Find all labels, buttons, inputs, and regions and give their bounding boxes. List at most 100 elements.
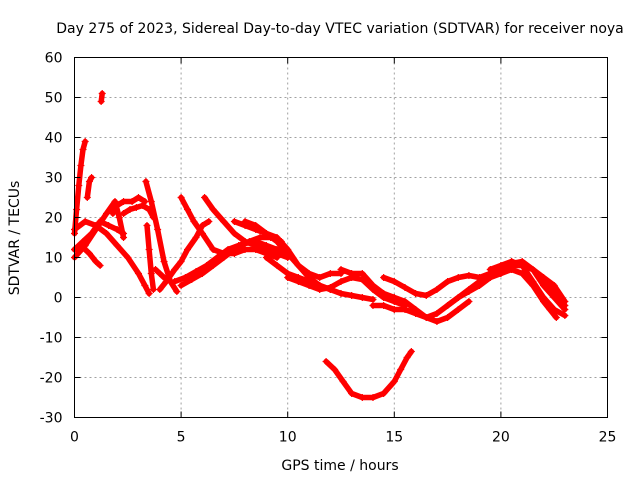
series-trail <box>110 194 148 217</box>
data-point <box>220 218 228 225</box>
plot-frame <box>74 57 608 418</box>
data-point <box>209 246 217 253</box>
series-trail <box>120 202 157 221</box>
data-point <box>369 282 377 289</box>
data-series <box>120 202 157 221</box>
ticks: 0 5 10 15 20 25 60 50 40 30 20 10 0 -10 -20 -30 <box>40 51 617 446</box>
y-tick-label: 50 <box>45 91 63 107</box>
data-point <box>454 306 462 313</box>
data-point <box>486 274 494 281</box>
data-point <box>305 282 313 289</box>
data-point <box>380 290 388 297</box>
data-point <box>401 306 409 313</box>
data-point <box>465 272 473 279</box>
data-point <box>273 262 281 269</box>
y-tick-label: 0 <box>54 291 63 307</box>
data-point <box>192 234 200 241</box>
data-point <box>433 310 441 317</box>
data-point <box>380 274 388 281</box>
data-point <box>331 366 339 373</box>
data-point <box>433 286 441 293</box>
data-point <box>183 246 191 253</box>
data-point <box>120 230 128 237</box>
data-point <box>529 282 537 289</box>
data-point <box>96 218 104 225</box>
data-point <box>380 390 388 397</box>
data-point <box>92 258 100 265</box>
data-point <box>252 238 260 245</box>
data-point <box>550 282 558 289</box>
data-series <box>337 266 473 325</box>
data-point <box>126 206 134 213</box>
data-point <box>412 290 420 297</box>
data-point <box>390 378 398 385</box>
data-point <box>162 278 170 285</box>
data-point <box>497 266 505 273</box>
data-point <box>407 348 415 355</box>
data-point <box>294 262 302 269</box>
data-point <box>177 282 185 289</box>
data-point <box>183 206 191 213</box>
data-point <box>96 262 104 269</box>
data-point <box>401 298 409 305</box>
data-point <box>141 282 149 289</box>
x-tick-label: 20 <box>492 430 510 446</box>
y-tick-label: 10 <box>45 251 63 267</box>
data-point <box>550 294 558 301</box>
data-point <box>120 198 128 205</box>
data-point <box>145 246 153 253</box>
data-point <box>339 378 347 385</box>
data-point <box>358 294 366 301</box>
data-point <box>256 234 264 241</box>
data-point <box>561 306 569 313</box>
data-point <box>241 246 249 253</box>
data-point <box>115 214 123 221</box>
data-point <box>476 274 484 281</box>
x-tick-label: 25 <box>599 430 617 446</box>
data-point <box>397 366 405 373</box>
y-tick-label: -20 <box>40 371 63 387</box>
data-point <box>465 298 473 305</box>
y-tick-label: 30 <box>45 171 63 187</box>
data-point <box>198 270 206 277</box>
data-point <box>262 254 270 261</box>
data-point <box>145 290 153 297</box>
data-point <box>88 174 96 181</box>
data-point <box>85 250 93 257</box>
data-point <box>220 254 228 261</box>
data-point <box>273 246 281 253</box>
data-point <box>390 278 398 285</box>
data-point <box>540 282 548 289</box>
data-point <box>444 278 452 285</box>
data-point <box>81 218 89 225</box>
data-point <box>192 268 200 275</box>
data-point <box>348 270 356 277</box>
data-point <box>369 302 377 309</box>
data-point <box>77 162 85 169</box>
data-point <box>454 294 462 301</box>
series-trail <box>487 258 568 319</box>
data-point <box>181 274 189 281</box>
data-point <box>518 270 526 277</box>
data-point <box>113 242 121 249</box>
data-point <box>369 394 377 401</box>
data-point <box>177 194 185 201</box>
data-series <box>71 218 128 253</box>
chart-title: Day 275 of 2023, Sidereal Day-to-day VTE… <box>56 21 624 37</box>
data-series <box>71 138 89 237</box>
data-series <box>241 218 345 281</box>
x-tick-label: 10 <box>279 430 297 446</box>
data-point <box>401 284 409 291</box>
data-series <box>486 258 569 313</box>
data-point <box>358 270 366 277</box>
data-point <box>380 302 388 309</box>
data-point <box>188 276 196 283</box>
data-point <box>540 298 548 305</box>
data-point <box>124 254 132 261</box>
data-point <box>326 270 334 277</box>
data-point <box>134 194 142 201</box>
data-point <box>88 230 96 237</box>
data-point <box>81 138 89 145</box>
data-point <box>358 394 366 401</box>
